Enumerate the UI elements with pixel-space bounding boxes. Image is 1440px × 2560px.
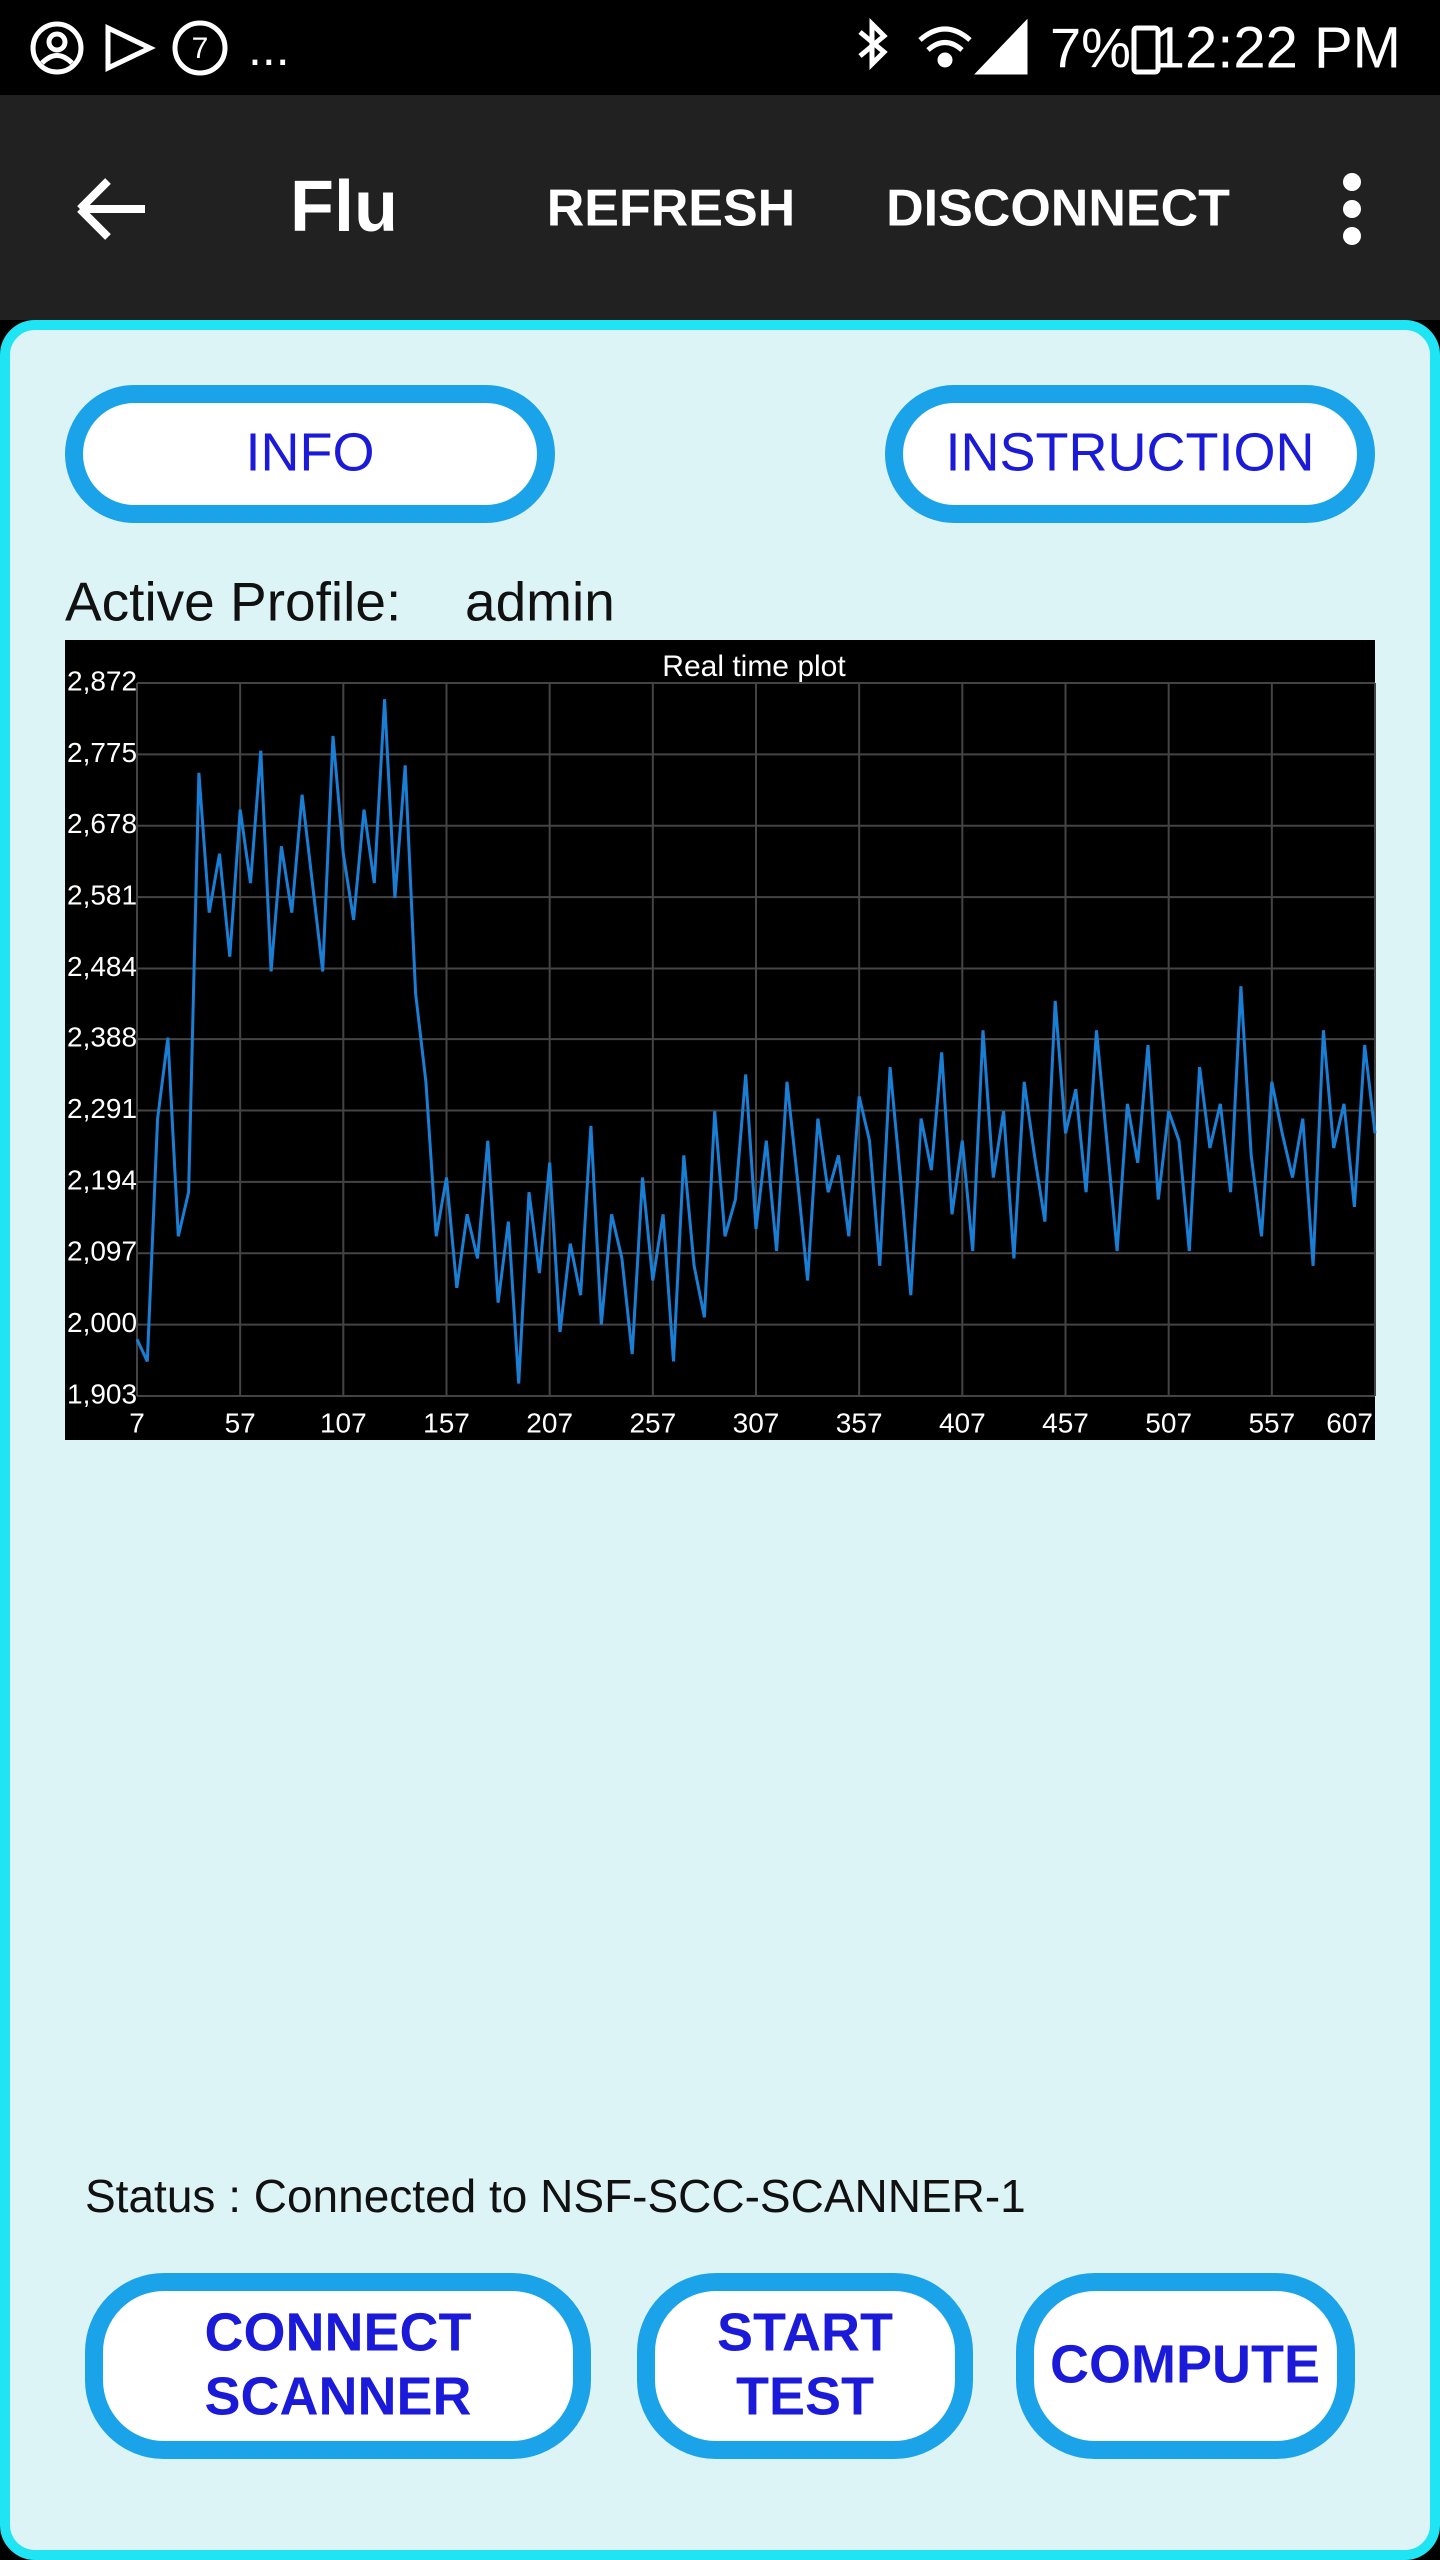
chart: 1,903 2,000 2,097 2,194 2,291 2,388 2,484 2,581…: [67, 665, 1377, 1438]
y-tick-label: 2,775: [67, 737, 137, 768]
y-tick-label: 2,097: [67, 1236, 137, 1267]
y-tick-label: 2,872: [67, 665, 137, 696]
status-bar: [0, 0, 1440, 95]
x-tick-label: 357: [836, 1407, 883, 1438]
button-label: SCANNER: [204, 2366, 471, 2426]
app-bar: [0, 95, 1440, 320]
app-title: Flu: [290, 167, 398, 247]
more-notifications: ...: [248, 20, 290, 76]
x-tick-label: 407: [939, 1407, 986, 1438]
status-text: Status : Connected to NSF-SCC-SCANNER-1: [85, 2170, 1026, 2222]
status-icons: [30, 17, 1161, 76]
x-tick-label: 157: [423, 1407, 470, 1438]
clock: 12:22 PM: [1153, 15, 1401, 80]
x-tick-label: 507: [1145, 1407, 1192, 1438]
y-tick-label: 2,194: [67, 1164, 137, 1195]
chart-title: Real time plot: [662, 650, 846, 683]
x-tick-label: 307: [733, 1407, 780, 1438]
y-tick-label: 2,581: [67, 880, 137, 911]
overflow-menu[interactable]: [1343, 173, 1361, 245]
instruction-label: INSTRUCTION: [946, 422, 1315, 482]
y-tick-label: 2,678: [67, 808, 137, 839]
x-tick-label: 607: [1326, 1407, 1373, 1438]
button-label: CONNECT: [205, 2302, 472, 2362]
info-label: INFO: [246, 422, 375, 482]
connect-scanner-button[interactable]: [85, 2273, 591, 2459]
x-tick-label: 57: [225, 1407, 256, 1438]
profile-value: admin: [465, 571, 615, 633]
start-test-button[interactable]: [637, 2273, 973, 2459]
back-button[interactable]: [77, 178, 145, 240]
profile-label: Active Profile:: [65, 571, 401, 633]
x-tick-label: 7: [129, 1407, 145, 1438]
refresh-button[interactable]: REFRESH: [547, 180, 795, 238]
x-tick-label: 107: [320, 1407, 367, 1438]
y-tick-label: 1,903: [67, 1378, 137, 1409]
badge: 7: [192, 32, 209, 65]
battery-level: 7%: [1050, 16, 1131, 79]
y-tick-label: 2,000: [67, 1307, 137, 1338]
x-tick-label: 457: [1042, 1407, 1089, 1438]
x-tick-label: 557: [1248, 1407, 1295, 1438]
y-tick-label: 2,484: [67, 951, 137, 982]
compute-button[interactable]: [1016, 2273, 1355, 2459]
instruction-button[interactable]: [885, 385, 1375, 523]
y-tick-label: 2,388: [67, 1022, 137, 1053]
button-label: TEST: [736, 2366, 874, 2426]
disconnect-button[interactable]: DISCONNECT: [886, 180, 1230, 238]
data-line: [135, 699, 1377, 1384]
y-tick-label: 2,291: [67, 1093, 137, 1124]
button-label: START: [717, 2302, 893, 2362]
x-tick-label: 257: [629, 1407, 676, 1438]
button-label: COMPUTE: [1050, 2334, 1320, 2394]
info-button[interactable]: [65, 385, 555, 523]
x-tick-label: 207: [526, 1407, 573, 1438]
